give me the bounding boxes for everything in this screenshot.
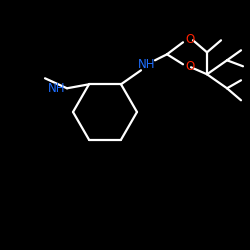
Text: O: O bbox=[186, 60, 194, 73]
Text: NH: NH bbox=[48, 82, 66, 95]
Text: NH: NH bbox=[138, 58, 156, 71]
Text: O: O bbox=[186, 33, 194, 46]
